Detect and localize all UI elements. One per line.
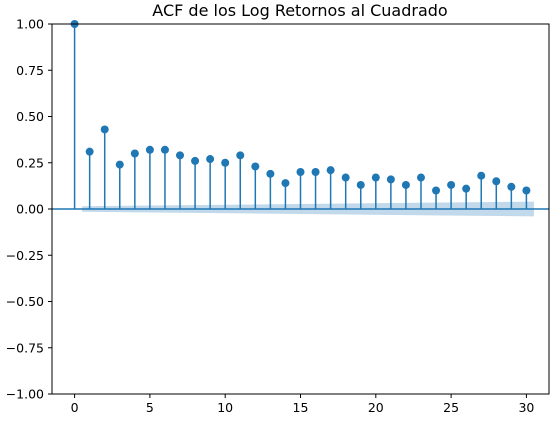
acf-point [477, 171, 486, 180]
acf-point [236, 151, 245, 160]
y-tick-label: −1.00 [6, 387, 44, 402]
acf-point [522, 186, 531, 195]
y-tick-label: 0.50 [16, 109, 44, 124]
x-tick-label: 5 [146, 400, 154, 415]
x-tick-label: 30 [518, 400, 534, 415]
acf-point [341, 173, 350, 182]
x-tick-label: 15 [293, 400, 309, 415]
acf-point [266, 169, 275, 178]
acf-point [311, 168, 320, 176]
y-tick-label: 0.25 [16, 155, 44, 170]
y-tick-label: −0.50 [6, 294, 44, 309]
acf-point [130, 149, 139, 158]
acf-point [251, 162, 260, 171]
x-tick-label: 0 [71, 400, 79, 415]
acf-point [115, 160, 124, 169]
acf-point [492, 177, 501, 186]
x-tick-label: 25 [443, 400, 459, 415]
acf-point [100, 125, 109, 134]
acf-point [145, 145, 154, 154]
acf-point [447, 180, 456, 189]
x-tick-label: 10 [217, 400, 233, 415]
acf-point [462, 184, 471, 193]
y-tick-label: 0.75 [16, 63, 44, 78]
y-tick-label: 0.00 [16, 202, 44, 217]
acf-point [206, 155, 215, 164]
acf-point [416, 173, 425, 182]
acf-point [371, 173, 380, 182]
acf-point [326, 166, 335, 175]
chart-title: ACF de los Log Retornos al Cuadrado [152, 1, 447, 20]
acf-point [356, 180, 365, 189]
acf-point [160, 145, 169, 154]
acf-point [401, 180, 410, 189]
acf-point [176, 151, 185, 160]
acf-point [507, 182, 516, 191]
acf-point [281, 179, 290, 188]
acf-point [221, 158, 230, 167]
y-tick-label: 1.00 [16, 17, 44, 32]
acf-point [85, 147, 94, 156]
x-tick-label: 20 [368, 400, 384, 415]
acf-point [191, 156, 200, 165]
y-tick-label: −0.25 [6, 248, 44, 263]
acf-point [432, 186, 441, 195]
acf-point [386, 175, 395, 184]
y-tick-label: −0.75 [6, 340, 44, 355]
acf-point [296, 168, 305, 176]
